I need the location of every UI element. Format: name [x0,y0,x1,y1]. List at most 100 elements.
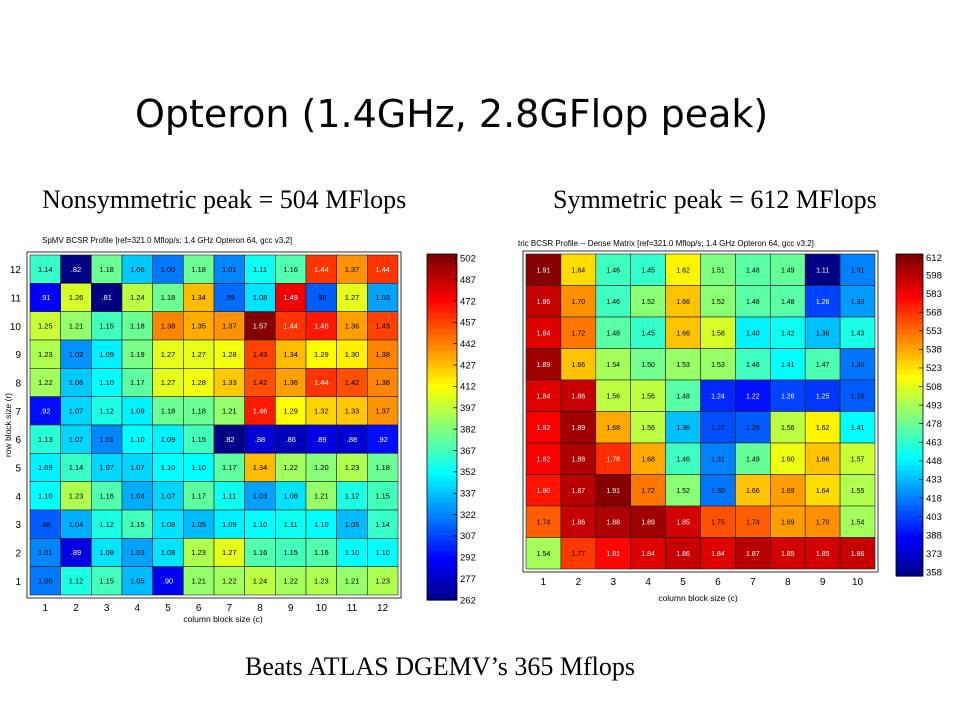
cell-label: 1.30 [851,362,865,369]
cell-label: 1.43 [253,350,268,359]
cell-label: .90 [163,576,173,585]
heatmap-cell [630,505,666,538]
cell-label: 1.25 [38,321,53,330]
cell-label: 1.22 [283,576,298,585]
cell-label: 1.22 [283,463,298,472]
heatmap-cell [560,253,597,286]
colorbar-tick-label: 442 [460,339,476,350]
cell-label: 1.50 [641,362,655,369]
cell-label: .92 [40,406,50,415]
colorbar-segment [896,520,923,527]
cell-label: 1.15 [99,576,114,585]
heatmap-cell [769,411,806,444]
cell-label: 1.14 [375,520,390,529]
heatmap-cell [525,505,562,538]
cell-label: 1.10 [314,520,329,529]
cell-label: 1.89 [572,425,586,432]
cell-label: .92 [377,435,387,444]
heatmap-cell [525,379,562,412]
colorbar-segment [427,324,457,331]
heatmap-cell [839,505,876,538]
heatmap-cell [367,566,399,596]
cell-label: 1.74 [746,519,760,526]
cell-label: 1.56 [641,393,655,400]
heatmap-cell [560,505,597,538]
cell-label: 1.21 [345,576,360,585]
heatmap-cell [839,253,876,286]
cell-label: 1.09 [99,350,114,359]
heatmap-cell [183,566,215,596]
heatmap-cell [213,396,245,426]
colorbar-segment [896,465,923,471]
heatmap-cell [525,442,562,475]
colorbar-segment [427,340,457,347]
colorbar-segment [896,254,923,260]
cell-label: 1.15 [130,520,145,529]
colorbar-tick-label: 502 [460,254,476,265]
colorbar-tick-label: 612 [926,253,942,264]
cell-label: 1.86 [572,393,586,400]
cell-label: .82 [71,265,81,274]
heatmap-cell [367,396,399,426]
colorbar-tick-label: 538 [926,345,942,356]
heatmap-cell [275,538,307,567]
colorbar-segment [427,351,457,358]
cell-label: 1.84 [641,551,655,558]
cell-label: 1.04 [69,520,84,529]
y-tick-label: 1 [15,577,21,588]
x-tick-label: 6 [196,603,202,614]
cell-label: 1.28 [222,350,237,359]
cell-label: 1.35 [191,321,206,330]
heatmap-cell [29,368,61,397]
cell-label: 1.41 [781,362,795,369]
heatmap-cell [183,481,215,511]
cell-label: 1.18 [130,321,145,330]
cell-label: 1.58 [711,330,725,337]
cell-label: 1.43 [851,330,865,337]
colorbar-segment [896,535,923,542]
colorbar-segment [427,589,457,596]
colorbar-segment [896,299,923,305]
heatmap-cell [769,474,806,507]
y-axis-label: row block size (r) [3,393,13,457]
colorbar-tick-label: 382 [460,424,476,435]
heatmap-cell [804,505,841,538]
cell-label: 1.87 [572,488,586,495]
heatmap-cell [367,481,399,511]
colorbar-segment [896,324,923,331]
heatmap-cell [630,348,666,381]
colorbar-segment [427,524,457,531]
colorbar-segment [896,550,923,557]
cell-label: 1.00 [38,576,53,585]
heatmap-cell [213,481,245,511]
cell-label: 1.02 [69,350,84,359]
heatmap-cell [213,509,245,539]
x-tick-label: 1 [541,577,547,588]
cell-label: 1.10 [253,520,268,529]
cell-label: 1.84 [537,393,551,400]
colorbar-segment [427,383,457,390]
cell-label: 1.64 [572,267,586,274]
cell-label: 1.86 [851,551,865,558]
heatmap-cell [244,283,276,312]
heatmap-cell [525,474,562,507]
cell-label: 1.11 [816,267,829,274]
colorbar-segment [896,354,923,361]
colorbar-segment [896,565,923,572]
heatmap-cell [839,442,876,475]
heatmap-cell [769,253,806,286]
heatmap-cell [244,311,276,341]
cell-label: 1.44 [314,265,329,274]
colorbar-segment [896,500,923,507]
footer-text: Beats ATLAS DGEMV’s 365 Mflops [245,652,636,681]
colorbar-segment [427,389,457,396]
cell-label: 1.27 [161,378,176,387]
cell-label: 1.28 [851,393,865,400]
cell-label: 1.05 [345,520,360,529]
cell-label: 1.21 [69,321,84,330]
colorbar-segment [427,556,457,563]
cell-label: 1.69 [781,519,795,526]
heatmap-cell [91,396,123,426]
heatmap-cell [275,453,307,482]
heatmap-cell [560,411,597,444]
